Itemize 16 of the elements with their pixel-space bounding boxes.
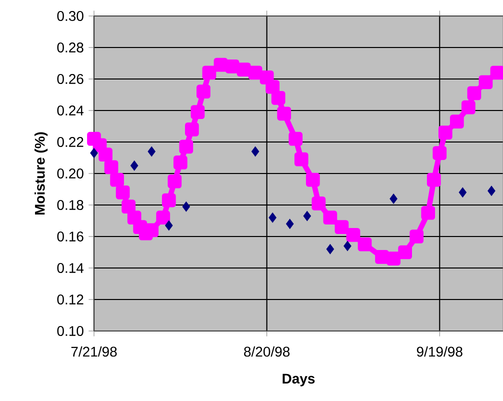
x-tick-label: 8/20/98 [244, 346, 290, 357]
y-tick-label: 0.20 [57, 168, 84, 178]
y-tick-label: 0.22 [57, 137, 84, 147]
y-tick-label: 0.10 [57, 326, 84, 336]
x-tick-label: 9/19/98 [416, 346, 462, 357]
x-tick-label: 7/21/98 [71, 346, 117, 357]
y-tick-label: 0.30 [57, 11, 84, 21]
y-tick-label: 0.24 [57, 106, 84, 116]
x-axis-title: Days [282, 374, 315, 386]
y-tick-label: 0.18 [57, 200, 84, 210]
y-tick-label: 0.16 [57, 232, 84, 242]
y-axis-title: Moisture (%) [34, 132, 48, 215]
y-tick-label: 0.28 [57, 42, 84, 52]
y-tick-label: 0.26 [57, 74, 84, 84]
y-tick-label: 0.14 [57, 263, 84, 273]
y-tick-label: 0.12 [57, 294, 84, 304]
